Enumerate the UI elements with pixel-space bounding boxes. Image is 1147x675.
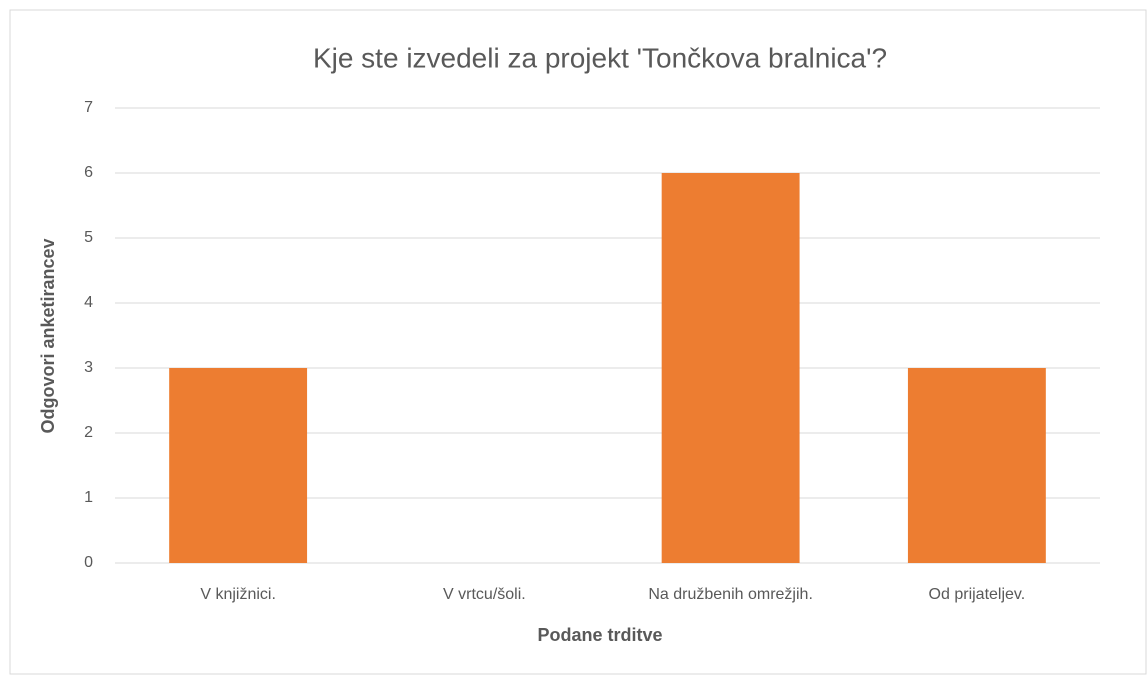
chart-title: Kje ste izvedeli za projekt 'Tončkova br… (313, 42, 887, 73)
x-tick-label: V vrtcu/šoli. (443, 586, 526, 603)
x-tick-label: Od prijateljev. (929, 586, 1026, 603)
y-tick-label: 2 (84, 424, 93, 441)
x-axis-title: Podane trditve (537, 625, 662, 645)
bar (661, 173, 800, 563)
x-tick-label: Na družbenih omrežjih. (648, 586, 813, 603)
chart-border (9, 9, 1147, 675)
y-tick-label: 5 (84, 229, 93, 246)
y-tick-label: 0 (84, 554, 93, 571)
y-tick-label: 3 (84, 359, 93, 376)
y-tick-label: 1 (84, 489, 93, 506)
y-tick-label: 4 (84, 294, 93, 311)
y-tick-label: 6 (84, 164, 93, 181)
bar (169, 368, 308, 563)
y-tick-label: 7 (84, 99, 93, 116)
y-axis-title: Odgovori anketirancev (38, 238, 58, 433)
bar (907, 368, 1046, 563)
x-tick-label: V knjižnici. (200, 586, 276, 603)
